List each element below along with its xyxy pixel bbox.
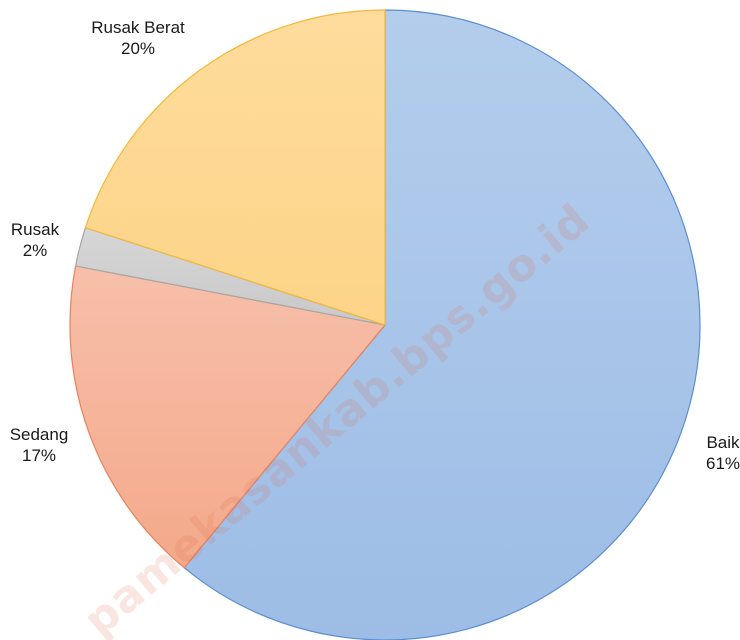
pie-slice-rusak-berat bbox=[84, 9, 386, 326]
slice-label-rusak-berat: Rusak Berat bbox=[91, 18, 185, 37]
pie-labels: Baik 61% Sedang 17% Rusak 2% Rusak Berat 20% bbox=[10, 18, 740, 473]
pie-slice-baik bbox=[183, 9, 701, 640]
slice-value-baik: 61% bbox=[706, 454, 740, 473]
slice-value-rusak: 2% bbox=[23, 241, 48, 260]
slice-value-sedang: 17% bbox=[22, 446, 56, 465]
slice-label-baik: Baik bbox=[706, 433, 740, 452]
pie-slices bbox=[69, 9, 701, 640]
slice-label-sedang: Sedang bbox=[10, 425, 69, 444]
slice-value-rusak-berat: 20% bbox=[121, 39, 155, 58]
pie-slice-sedang bbox=[69, 265, 386, 569]
slice-label-rusak: Rusak bbox=[11, 220, 60, 239]
